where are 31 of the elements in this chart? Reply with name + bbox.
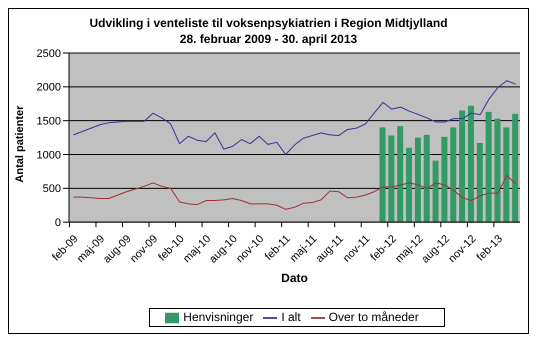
y-tick-label: 2500 <box>36 48 61 60</box>
chart-subtitle: 28. februar 2009 - 30. april 2013 <box>178 31 358 47</box>
bar <box>441 136 448 222</box>
y-tick-label: 1500 <box>36 116 61 128</box>
bar <box>432 160 439 222</box>
y-axis-title: Antal patienter <box>14 104 26 183</box>
bar <box>512 114 518 222</box>
bar <box>450 127 456 222</box>
bar <box>397 126 404 222</box>
bar <box>503 127 510 222</box>
y-tick-label: 0 <box>54 217 61 230</box>
y-tick-label: 2000 <box>36 82 61 94</box>
bar <box>486 112 492 222</box>
bar <box>424 134 430 222</box>
bar <box>459 110 466 222</box>
line-series <box>72 80 516 156</box>
line-series <box>72 174 516 210</box>
y-tick-label: 1000 <box>36 149 61 162</box>
bar <box>388 136 394 222</box>
bar <box>494 118 500 222</box>
bar <box>380 127 386 222</box>
legend-label: Henvisninger <box>183 310 254 324</box>
chart-title: Udvikling i venteliste til voksenpsykiatrien i Region Midtjylland <box>88 15 449 31</box>
bar <box>406 148 412 222</box>
bar <box>476 143 483 222</box>
bar <box>414 138 421 222</box>
y-tick-label: 500 <box>42 183 61 196</box>
x-axis-title: Dato <box>281 271 308 286</box>
legend-label: I alt <box>281 310 301 324</box>
bar <box>468 106 474 222</box>
legend-label: Over to måneder <box>328 310 419 324</box>
